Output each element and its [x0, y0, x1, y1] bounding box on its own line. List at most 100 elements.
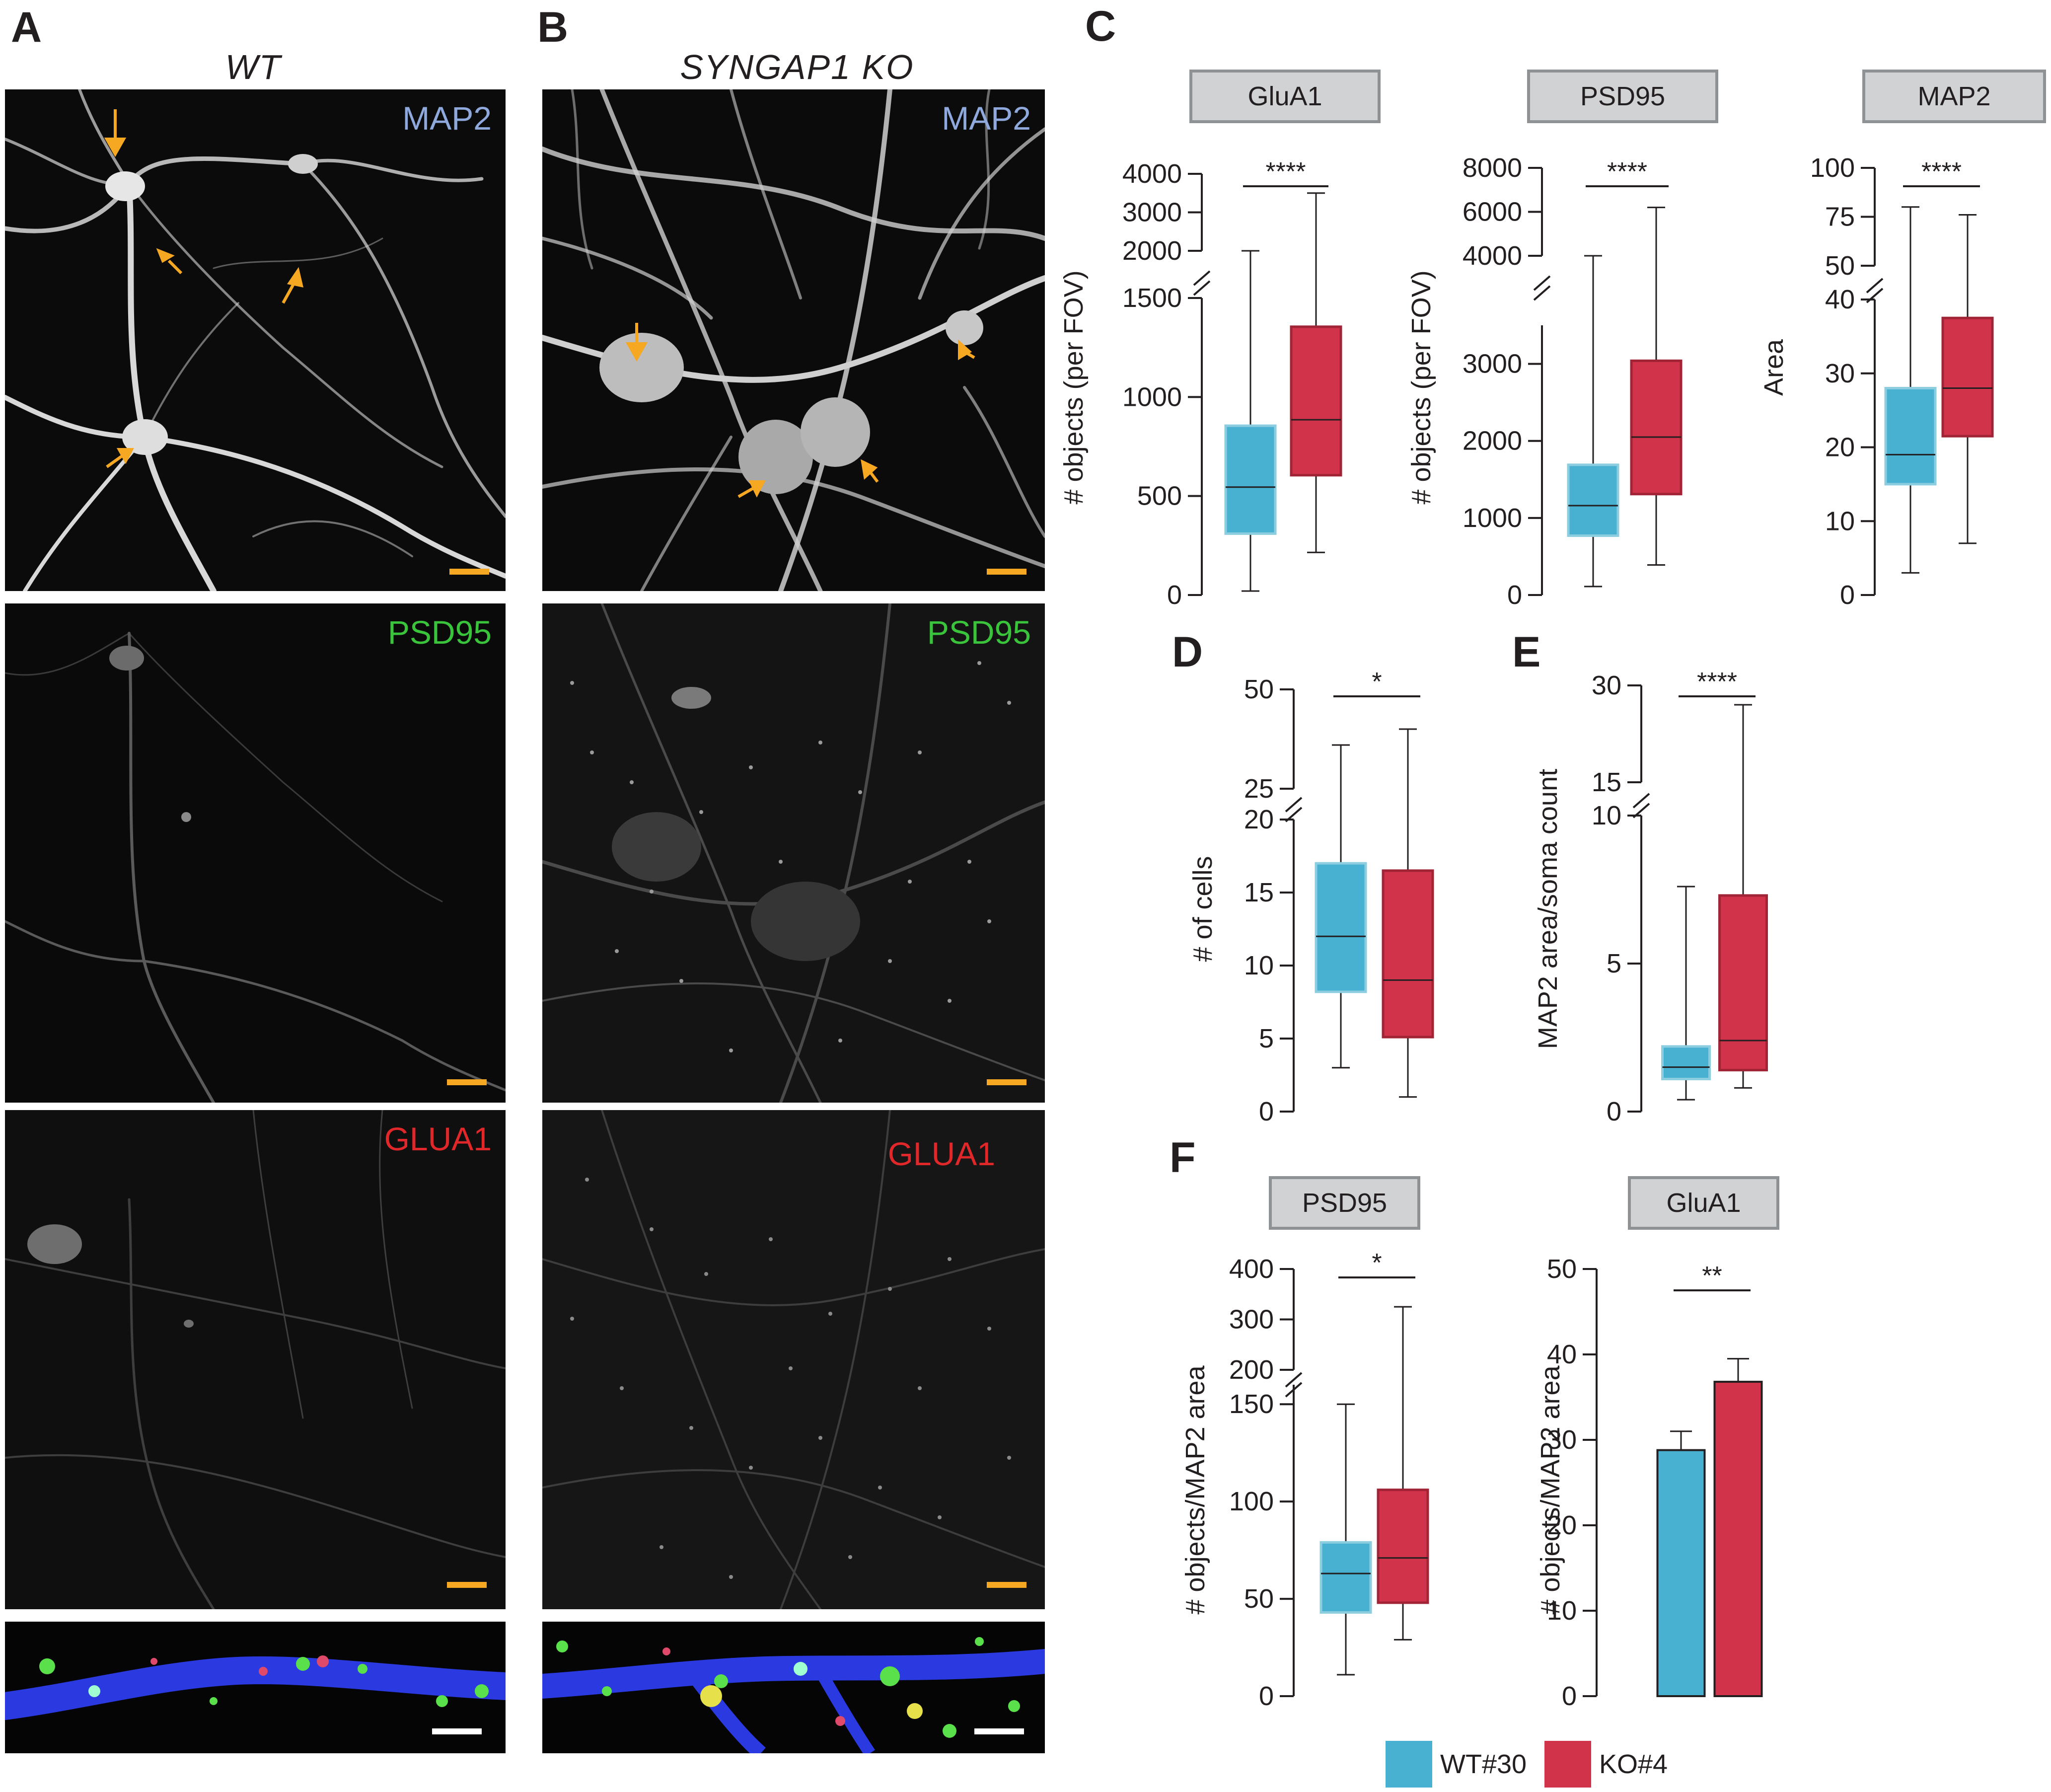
chart-c-psd95-y-label: # objects (per FOV) — [1406, 270, 1436, 504]
chart-d-tick-label: 20 — [1244, 805, 1274, 834]
chart-c-psd95-axis-break — [1533, 275, 1551, 291]
chart-c-glua1-tick-label: 500 — [1137, 481, 1182, 511]
chart-c-psd95-axis-break — [1533, 285, 1551, 301]
micro-label-map2-ko: MAP2 — [942, 100, 1031, 137]
panel-letter-b: B — [537, 3, 569, 51]
chart-f-glua1-tick-label: 10 — [1547, 1596, 1577, 1626]
micrograph-ko-map2: MAP2 — [542, 89, 1045, 591]
chart-d-tick-label: 25 — [1244, 774, 1274, 804]
chart-d-axis-break — [1285, 797, 1303, 813]
chart-f-psd95-tick-label: 150 — [1229, 1389, 1274, 1419]
chart-f-glua1-tick-label: 40 — [1547, 1340, 1577, 1369]
column-title-ko: SYNGAP1 KO — [680, 48, 914, 86]
chart-f-glua1-tick-label: 0 — [1562, 1681, 1577, 1711]
scale-bar — [447, 1582, 487, 1588]
micrograph-wt-psd95: PSD95 — [5, 603, 506, 1103]
chart-f-glua1-y-label: # objects/MAP2 area — [1536, 1365, 1565, 1614]
chart-title-c-glua1: GluA1 — [1189, 70, 1381, 123]
chart-f-glua1-tick-label: 20 — [1547, 1510, 1577, 1540]
chart-f-psd95-axis-break — [1285, 1372, 1303, 1388]
chart-f-psd95-significance-label: * — [1372, 1249, 1382, 1277]
legend-label-ko: KO#4 — [1599, 1749, 1668, 1779]
chart-f-psd95-tick-label: 50 — [1244, 1584, 1274, 1614]
chart-c-glua1-axis-break — [1193, 280, 1211, 296]
micro-label-glua1: GLUA1 — [384, 1120, 492, 1157]
chart-f-psd95-tick-label: 0 — [1259, 1681, 1274, 1711]
scale-bar — [987, 1582, 1026, 1588]
chart-c-map2-axis-break — [1866, 278, 1884, 294]
chart-e-tick-label: 10 — [1592, 801, 1621, 830]
chart-e-tick-label: 0 — [1607, 1097, 1621, 1126]
panel-letter-e: E — [1512, 628, 1541, 676]
chart-d-significance-label: * — [1372, 668, 1382, 696]
chart-c-glua1-tick-label: 1000 — [1122, 382, 1182, 412]
chart-c-map2-tick-label: 50 — [1825, 251, 1855, 281]
chart-c-glua1-significance-label: **** — [1266, 157, 1306, 186]
chart-f-glua1-tick-label: 50 — [1547, 1254, 1577, 1284]
chart-c-glua1-y-label: # objects (per FOV) — [1059, 270, 1089, 504]
chart-d-tick-label: 10 — [1244, 951, 1274, 980]
chart-title-f-glua1: GluA1 — [1628, 1176, 1779, 1230]
chart-f-glua1-significance-label: ** — [1702, 1262, 1722, 1290]
micro-label-psd95: PSD95 — [387, 614, 492, 651]
scale-bar — [987, 569, 1026, 575]
chart-f-glua1-tick-label: 30 — [1547, 1425, 1577, 1455]
micrograph-wt-glua1: GLUA1 — [5, 1110, 506, 1609]
scale-bar — [987, 1079, 1026, 1085]
chart-d-box-wt — [1315, 862, 1367, 993]
chart-c-glua1-tick-label: 2000 — [1122, 236, 1182, 266]
chart-c-glua1-box-ko — [1290, 325, 1342, 477]
chart-c-map2-box-ko — [1941, 316, 1994, 438]
chart-e-tick-label: 30 — [1592, 671, 1621, 700]
chart-c-psd95-significance-label: **** — [1607, 157, 1647, 186]
chart-f-psd95-y-label: # objects/MAP2 area — [1180, 1365, 1210, 1614]
panel-letter-c: C — [1085, 2, 1116, 50]
chart-e-axis-break — [1632, 793, 1650, 809]
chart-f-psd95-tick-label: 100 — [1229, 1487, 1274, 1516]
scale-bar — [447, 1079, 487, 1085]
chart-d-tick-label: 5 — [1259, 1024, 1274, 1053]
chart-c-psd95-tick-label: 2000 — [1463, 426, 1522, 456]
legend-label-wt: WT#30 — [1440, 1749, 1527, 1779]
chart-c-map2-box-wt — [1884, 387, 1937, 486]
chart-c-psd95-tick-label: 3000 — [1463, 349, 1522, 379]
chart-c-psd95-tick-label: 6000 — [1463, 197, 1522, 227]
chart-c-psd95-tick-label: 8000 — [1463, 153, 1522, 183]
micrograph-ko-psd95: PSD95 — [542, 603, 1045, 1103]
scale-bar — [432, 1728, 482, 1734]
chart-c-map2-tick-label: 40 — [1825, 285, 1855, 314]
chart-c-psd95-tick-label: 0 — [1507, 580, 1522, 610]
chart-f-psd95-tick-label: 300 — [1229, 1305, 1274, 1335]
chart-title-c-psd95: PSD95 — [1527, 70, 1718, 123]
chart-c-glua1-tick-label: 1500 — [1122, 283, 1182, 313]
micro-label-map2: MAP2 — [402, 100, 492, 137]
chart-c-map2-tick-label: 30 — [1825, 359, 1855, 388]
chart-c-glua1-tick-label: 3000 — [1122, 198, 1182, 227]
chart-d-box-ko — [1382, 869, 1434, 1039]
panel-letter-d: D — [1172, 628, 1203, 676]
micrograph-ko-glua1: GLUA1 — [542, 1110, 1045, 1609]
chart-c-map2-tick-label: 0 — [1840, 580, 1855, 610]
micrograph-ko-merge — [542, 1622, 1045, 1753]
chart-d-y-label: # of cells — [1188, 856, 1218, 962]
chart-e-tick-label: 15 — [1592, 767, 1621, 797]
chart-d-tick-label: 15 — [1244, 878, 1274, 907]
chart-c-map2-tick-label: 10 — [1825, 506, 1855, 536]
scale-bar — [974, 1728, 1024, 1734]
chart-c-map2-tick-label: 75 — [1825, 202, 1855, 232]
chart-e-tick-label: 5 — [1607, 949, 1621, 978]
chart-c-map2-y-label: Area — [1759, 339, 1789, 396]
panel-letter-a: A — [11, 3, 42, 51]
chart-c-glua1-tick-label: 4000 — [1122, 159, 1182, 189]
micro-label-psd95-ko: PSD95 — [927, 614, 1031, 651]
chart-e-box-ko — [1718, 894, 1768, 1072]
chart-e-box-wt — [1661, 1045, 1711, 1080]
chart-title-f-psd95: PSD95 — [1269, 1176, 1420, 1230]
chart-e-y-label: MAP2 area/soma count — [1533, 769, 1563, 1049]
chart-f-psd95-box-wt — [1319, 1541, 1372, 1614]
chart-c-map2-significance-label: **** — [1921, 157, 1962, 186]
chart-f-psd95-tick-label: 400 — [1229, 1254, 1274, 1284]
chart-e-significance-label: **** — [1697, 668, 1737, 696]
chart-f-psd95-box-ko — [1377, 1489, 1429, 1604]
